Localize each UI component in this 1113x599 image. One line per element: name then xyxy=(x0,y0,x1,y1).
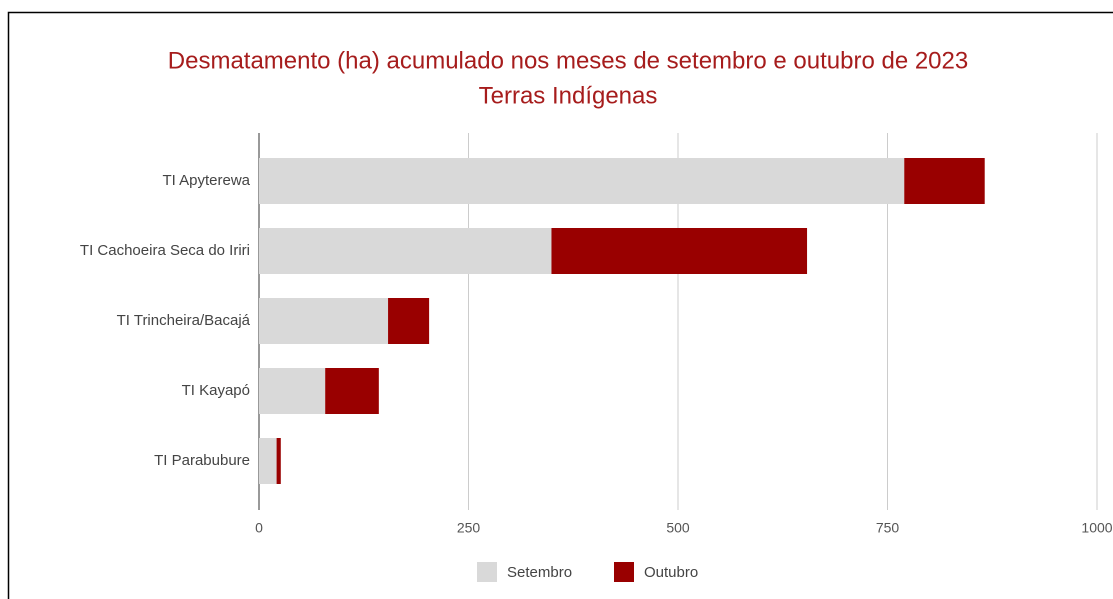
x-tick-label: 750 xyxy=(876,520,900,536)
legend-label: Setembro xyxy=(507,564,572,581)
bar-segment xyxy=(551,228,808,274)
y-tick-label: TI Cachoeira Seca do Iriri xyxy=(79,242,250,259)
x-tick-label: 0 xyxy=(255,520,263,536)
legend-swatch xyxy=(477,562,497,582)
bar-segment xyxy=(388,298,430,344)
y-tick-label: TI Apyterewa xyxy=(162,172,250,189)
bar-segment xyxy=(276,438,281,484)
y-tick-label: TI Trincheira/Bacajá xyxy=(116,312,250,329)
bar-segment xyxy=(259,368,326,414)
bar-segment xyxy=(259,298,389,344)
y-tick-label: TI Kayapó xyxy=(181,382,250,399)
chart-subtitle: Terras Indígenas xyxy=(479,82,658,109)
chart-title: Desmatamento (ha) acumulado nos meses de… xyxy=(168,47,968,74)
bar-segment xyxy=(259,158,905,204)
legend-swatch xyxy=(614,562,634,582)
y-tick-label: TI Parabubure xyxy=(154,452,250,469)
x-tick-label: 500 xyxy=(666,520,690,536)
legend-label: Outubro xyxy=(644,564,698,581)
bar-segment xyxy=(325,368,379,414)
bar-segment xyxy=(259,228,552,274)
frame xyxy=(7,11,1113,599)
x-tick-label: 1000 xyxy=(1081,520,1112,536)
bar-segment xyxy=(259,438,277,484)
bar-segment xyxy=(904,158,985,204)
x-tick-label: 250 xyxy=(457,520,481,536)
